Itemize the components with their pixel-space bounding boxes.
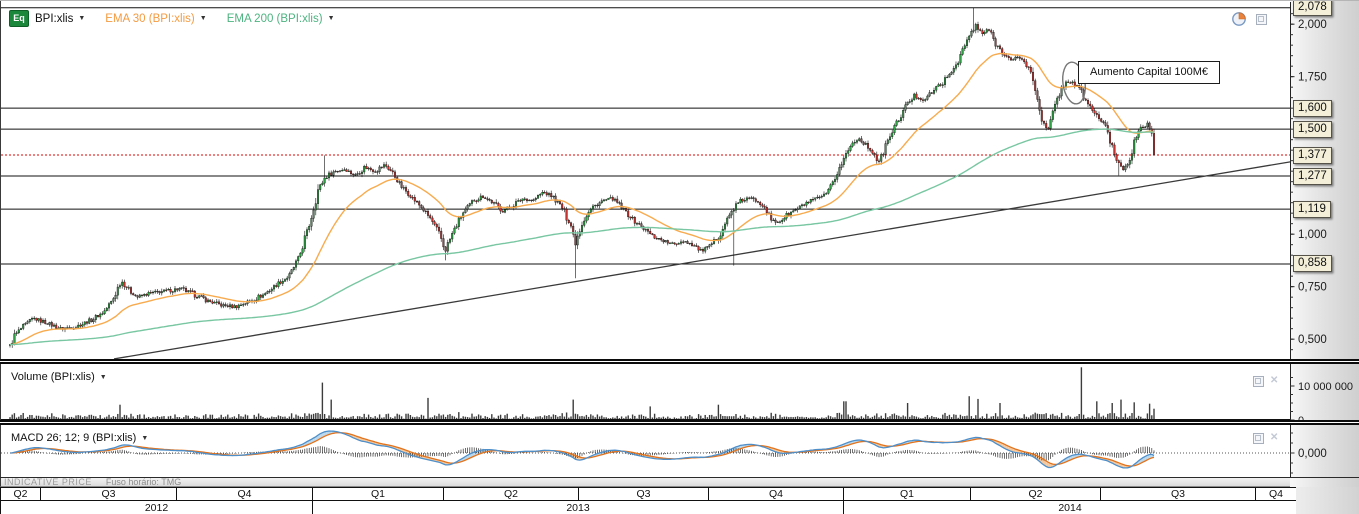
macd-panel: MACD 26; 12; 9 (BPI:xlis) ▼ ✕ [0, 425, 1291, 477]
panel-separator [0, 477, 1359, 478]
price-level-label: 2,078 [1293, 1, 1332, 17]
restore-panel-icon[interactable] [1253, 433, 1264, 444]
volume-indicator-selector[interactable]: Volume (BPI:xlis) ▼ [11, 371, 107, 383]
candlestick-chart[interactable] [1, 1, 1291, 359]
chevron-down-icon: ▼ [99, 373, 107, 381]
close-panel-icon[interactable]: ✕ [1270, 375, 1279, 386]
time-axis-quarter: Q2 [970, 487, 1101, 501]
price-level-label: 1,600 [1293, 99, 1332, 117]
status-bar: INDICATIVE PRICE Fuso horário: TMG [0, 477, 1290, 487]
restore-window-icon[interactable] [1256, 13, 1267, 25]
time-axis-quarter: Q1 [312, 487, 444, 501]
chart-legend: Eq BPI:xlis ▼ EMA 30 (BPI:xlis) ▼ EMA 20… [9, 10, 349, 27]
ema200-label: EMA 200 (BPI:xlis) [226, 12, 323, 25]
price-level-label: 0,858 [1293, 255, 1332, 273]
time-axis-quarter: Q4 [1255, 487, 1297, 501]
volume-chart[interactable] [1, 364, 1291, 420]
time-axis[interactable]: Q2 Q3 Q4 Q1 Q2 Q3 Q4 Q1 Q2 Q3 Q4 2012 2013 2014 [0, 487, 1297, 514]
time-axis-quarter: Q2 [443, 487, 579, 501]
time-axis-quarter: Q4 [708, 487, 844, 501]
ema200-overlay-selector[interactable]: EMA 200 (BPI:xlis) ▼ [227, 13, 335, 25]
chart-toolbar [1231, 11, 1267, 27]
svg-text:0,000: 0,000 [1298, 448, 1327, 460]
price-level-label: 1,277 [1293, 167, 1332, 185]
restore-panel-icon[interactable] [1253, 376, 1264, 387]
macd-panel-controls: ✕ [1253, 433, 1278, 444]
macd-indicator-selector[interactable]: MACD 26; 12; 9 (BPI:xlis) ▼ [11, 432, 148, 444]
time-axis-year: 2014 [843, 500, 1297, 514]
timezone-label: Fuso horário: TMG [105, 477, 182, 487]
clock-icon[interactable] [1231, 11, 1247, 27]
ema30-overlay-selector[interactable]: EMA 30 (BPI:xlis) ▼ [105, 13, 206, 25]
price-type-label: INDICATIVE PRICE [4, 477, 92, 487]
instrument-label: BPI:xlis [35, 12, 74, 25]
time-axis-year: 2013 [312, 500, 844, 514]
panel-separator[interactable] [0, 420, 1359, 425]
instrument-selector[interactable]: BPI:xlis ▼ [35, 13, 85, 25]
time-axis-quarter: Q3 [578, 487, 709, 501]
chevron-down-icon: ▼ [327, 15, 335, 22]
ema30-label: EMA 30 (BPI:xlis) [105, 12, 195, 25]
svg-text:10 000 000: 10 000 000 [1298, 381, 1353, 393]
price-level-label: 1,119 [1293, 200, 1331, 218]
volume-panel-controls: ✕ [1253, 376, 1278, 387]
svg-text:2,000: 2,000 [1298, 19, 1327, 31]
time-axis-quarter: Q4 [176, 487, 313, 501]
svg-text:0,500: 0,500 [1298, 334, 1327, 346]
volume-label: Volume (BPI:xlis) [11, 371, 95, 383]
price-panel: Eq BPI:xlis ▼ EMA 30 (BPI:xlis) ▼ EMA 20… [0, 1, 1291, 359]
price-level-label: 1,500 [1293, 120, 1332, 138]
time-axis-year: 2012 [0, 500, 313, 514]
svg-text:1,750: 1,750 [1298, 72, 1327, 84]
time-axis-quarter: Q3 [1100, 487, 1256, 501]
macd-label: MACD 26; 12; 9 (BPI:xlis) [11, 432, 137, 444]
annotation-label[interactable]: Aumento Capital 100M€ [1078, 61, 1220, 84]
chevron-down-icon: ▼ [78, 15, 86, 22]
svg-text:1,000: 1,000 [1298, 229, 1327, 241]
panel-separator[interactable] [0, 359, 1359, 364]
time-axis-quarter: Q1 [843, 487, 971, 501]
close-panel-icon[interactable]: ✕ [1270, 432, 1279, 443]
macd-chart[interactable] [1, 425, 1291, 477]
price-level-label: 1,377 [1293, 146, 1332, 164]
axis-corner [1296, 487, 1359, 514]
time-axis-quarter: Q3 [40, 487, 177, 501]
time-axis-quarter: Q2 [0, 487, 41, 501]
volume-panel: Volume (BPI:xlis) ▼ ✕ [0, 364, 1291, 420]
chevron-down-icon: ▼ [199, 15, 207, 22]
svg-text:0,750: 0,750 [1298, 282, 1327, 294]
equity-type-icon: Eq [9, 10, 29, 27]
chevron-down-icon: ▼ [141, 434, 149, 442]
